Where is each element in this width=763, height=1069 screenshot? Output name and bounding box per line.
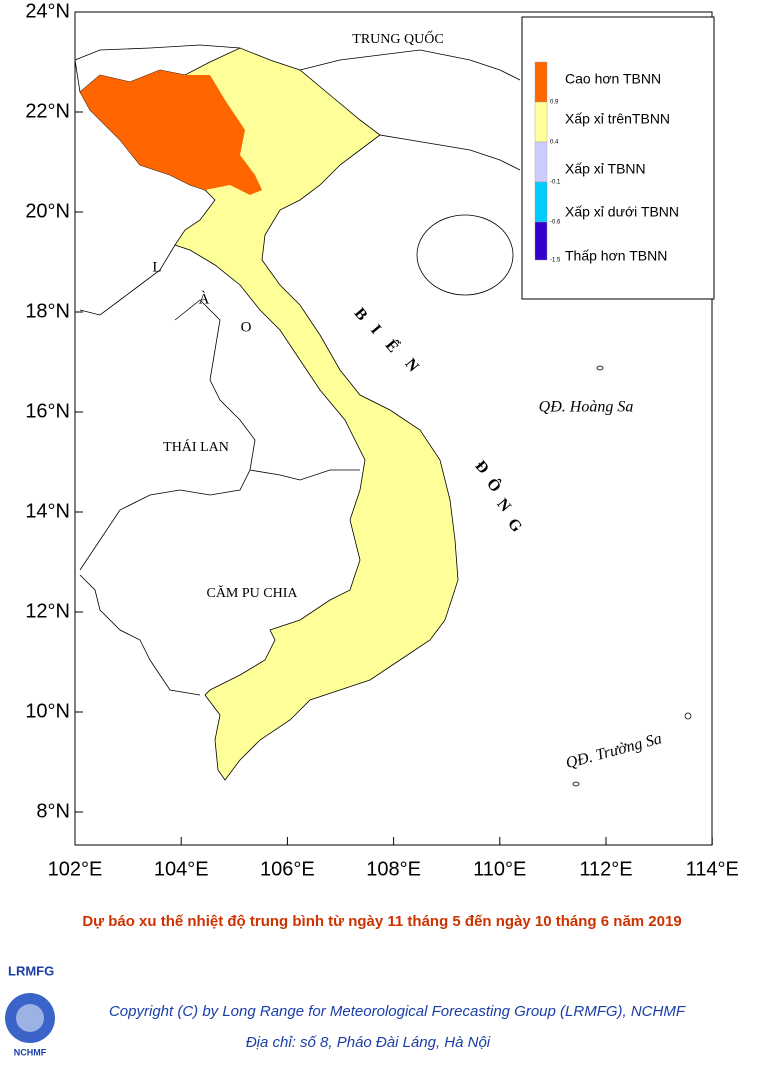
borders [74, 44, 692, 787]
legend-box [521, 16, 715, 300]
legend-label: Xấp xỉ trênTBNN [565, 111, 670, 127]
lat-label: 14°N [25, 500, 70, 522]
legend-swatch [534, 141, 548, 183]
lat-label: 22°N [25, 100, 70, 122]
laos-letter: O [241, 319, 252, 335]
lon-label: 110°E [473, 858, 526, 880]
lat-label: 18°N [25, 300, 70, 322]
lat-label: 8°N [36, 800, 70, 822]
legend-bound: -1.5 [550, 258, 561, 264]
legend-bound: -0.6 [550, 220, 561, 226]
region-above [80, 70, 262, 195]
caption: Dự báo xu thế nhiệt độ trung bình từ ngà… [82, 913, 681, 930]
lon-label: 114°E [686, 858, 739, 880]
thailand-label: THÁI LAN [163, 438, 229, 455]
lat-label: 20°N [25, 200, 70, 222]
logo-inner [16, 1004, 44, 1032]
legend-label: Xấp xỉ dưới TBNN [565, 204, 679, 220]
legend-bound: 0.4 [550, 140, 559, 146]
hoang-sa-label: QĐ. Hoàng Sa [539, 399, 634, 416]
china-label: TRUNG QUỐC [352, 29, 443, 47]
legend-label: Cao hơn TBNN [565, 71, 661, 87]
legend-swatch [534, 221, 548, 261]
laos-letter: À [199, 290, 210, 307]
lon-label: 102°E [48, 858, 103, 880]
lat-label: 16°N [25, 400, 70, 422]
lat-label: 24°N [25, 0, 70, 22]
legend-bound: 0.9 [550, 100, 559, 106]
legend-swatch [534, 61, 548, 103]
lon-label: 112°E [579, 858, 632, 880]
legend-bound: -0.1 [550, 180, 561, 186]
legend-label: Thấp hơn TBNN [565, 248, 667, 264]
cambodia-label: CĂM PU CHIA [206, 584, 298, 601]
lat-label: 10°N [25, 700, 70, 722]
legend-swatch [534, 101, 548, 143]
legend-swatch [534, 181, 548, 223]
address: Địa chỉ: số 8, Pháo Đài Láng, Hà Nội [246, 1034, 491, 1051]
legend-label: Xấp xỉ TBNN [565, 161, 646, 177]
logo-text: NCHMF [14, 1047, 47, 1057]
lon-label: 106°E [260, 858, 315, 880]
lat-label: 12°N [25, 600, 70, 622]
lon-label: 104°E [154, 858, 209, 880]
lon-label: 108°E [366, 858, 421, 880]
laos-letter: L [152, 259, 161, 275]
group-name: LRMFG [8, 963, 54, 978]
region-near-above [79, 47, 459, 781]
copyright: Copyright (C) by Long Range for Meteorol… [109, 1003, 686, 1020]
